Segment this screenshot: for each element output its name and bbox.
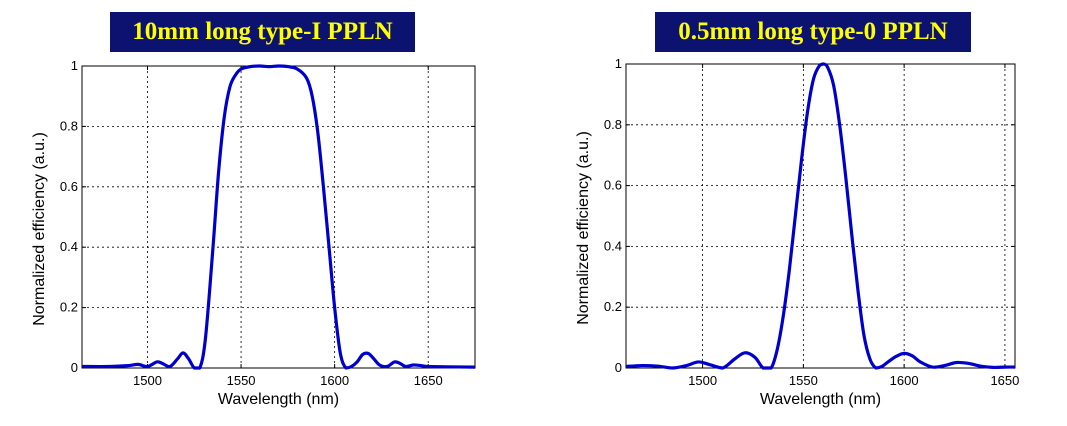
y-tick-label: 0.4 xyxy=(60,239,78,254)
y-axis-label: Normalized efficiency (a.u.) xyxy=(31,132,48,326)
series-line-0 xyxy=(625,62,1016,370)
chart-panel-right: 0.5mm long type-0 PPLN 1500 1550 1600 1650 0… xyxy=(537,0,1067,426)
y-tick-label: 0 xyxy=(71,360,78,375)
x-tick-label: 1500 xyxy=(133,373,162,388)
x-axis-label: Wavelength (nm) xyxy=(760,391,881,408)
y-tick-label: 0.8 xyxy=(60,118,78,133)
x-tick-label: 1550 xyxy=(227,373,256,388)
y-tick-label: 1 xyxy=(71,58,78,73)
series-line-0 xyxy=(81,64,476,370)
chart-right: 1500 1550 1600 1650 0 0.2 0.4 0.6 0.8 1 Wavelength… xyxy=(575,56,1019,408)
x-tick-label: 1600 xyxy=(890,373,919,388)
x-tick-label: 1550 xyxy=(789,373,818,388)
y-tick-label: 0.8 xyxy=(604,117,622,132)
y-tick-label: 1 xyxy=(615,56,622,71)
chart-panel-left: 10mm long type-I PPLN 1500 1550 1600 1650 0 0… xyxy=(0,0,530,426)
x-tick-label: 1650 xyxy=(990,373,1019,388)
x-tick-label: 1650 xyxy=(414,373,443,388)
y-tick-label: 0.4 xyxy=(604,238,622,253)
y-tick-label: 0.2 xyxy=(60,300,78,315)
chart-left: 1500 1550 1600 1650 0 0.2 0.4 0.6 0.8 1 Wavelength… xyxy=(31,58,476,408)
y-tick-label: 0.6 xyxy=(604,178,622,193)
x-tick-label: 1600 xyxy=(320,373,349,388)
x-tick-label: 1500 xyxy=(688,373,717,388)
y-tick-label: 0.2 xyxy=(604,299,622,314)
y-axis-label: Normalized efficiency (a.u.) xyxy=(575,131,592,325)
y-tick-label: 0 xyxy=(615,360,622,375)
plot-frame xyxy=(625,63,1016,369)
chart-title-right: 0.5mm long type-0 PPLN xyxy=(655,12,971,52)
plot-frame xyxy=(81,65,476,369)
x-axis-label: Wavelength (nm) xyxy=(218,391,339,408)
y-tick-label: 0.6 xyxy=(60,179,78,194)
chart-title-left: 10mm long type-I PPLN xyxy=(110,12,415,52)
